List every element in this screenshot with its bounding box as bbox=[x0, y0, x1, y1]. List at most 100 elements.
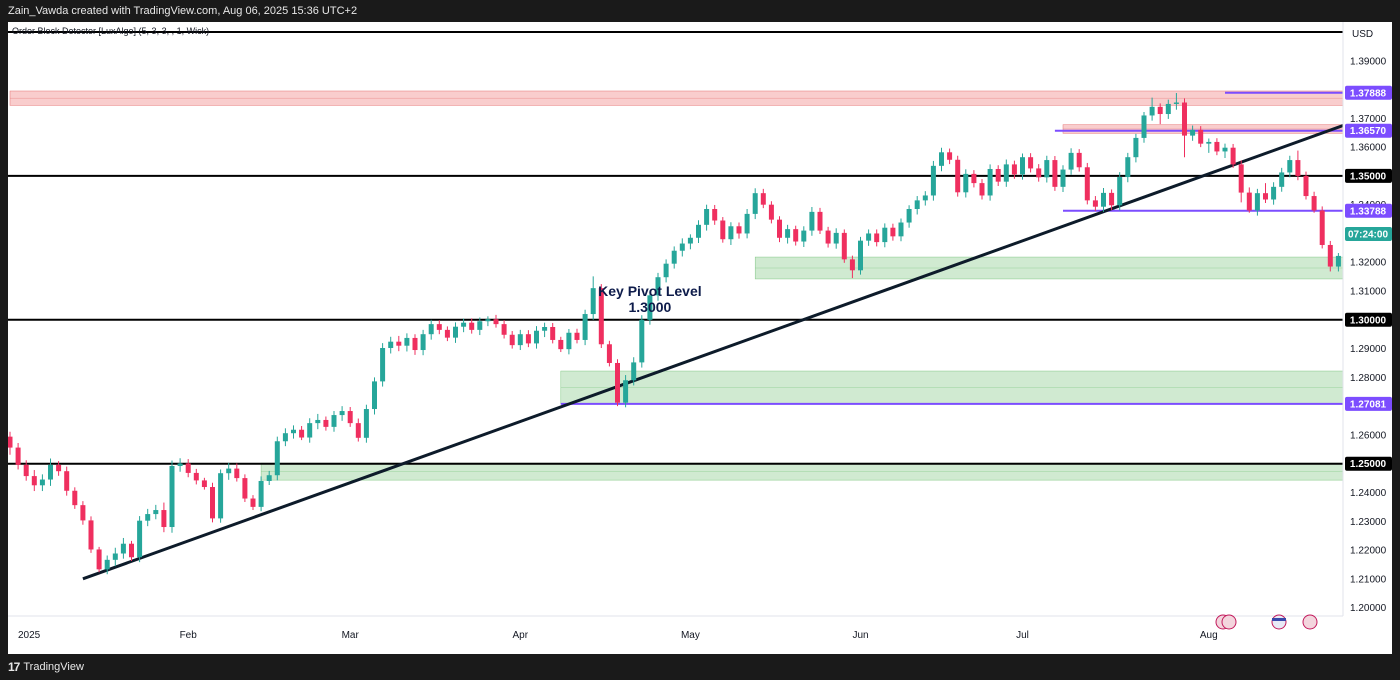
level-price-label: 1.25000 bbox=[1350, 459, 1387, 470]
candle bbox=[1190, 125, 1196, 141]
footer-bar: 17 TradingView bbox=[0, 654, 1400, 680]
tradingview-logo[interactable]: 17 TradingView bbox=[8, 654, 84, 680]
flag-icon[interactable] bbox=[1215, 614, 1237, 630]
candle bbox=[1076, 149, 1082, 172]
candle-body bbox=[777, 219, 782, 238]
candle bbox=[1214, 138, 1220, 156]
candle bbox=[291, 425, 296, 439]
candle-body bbox=[129, 543, 134, 558]
candle bbox=[687, 234, 693, 250]
candle-body bbox=[987, 168, 993, 196]
candle bbox=[825, 226, 831, 248]
candle-body bbox=[525, 334, 531, 344]
candle bbox=[210, 482, 215, 523]
candle bbox=[882, 223, 888, 248]
candle-body bbox=[64, 471, 70, 491]
candle-body bbox=[574, 332, 580, 340]
candle-body bbox=[250, 498, 256, 507]
candle-body bbox=[1149, 106, 1155, 116]
candle-body bbox=[1036, 168, 1042, 178]
flag-icon[interactable] bbox=[1271, 614, 1287, 630]
candle bbox=[849, 255, 855, 279]
candle bbox=[258, 476, 264, 512]
candle-body bbox=[1198, 129, 1204, 144]
candle-body bbox=[1157, 106, 1163, 115]
candle-body bbox=[922, 195, 928, 201]
candle-body bbox=[1011, 164, 1017, 175]
flag-icon[interactable] bbox=[1302, 614, 1318, 630]
x-tick-label: Apr bbox=[513, 630, 529, 641]
candle bbox=[1109, 189, 1115, 211]
candle bbox=[372, 377, 377, 415]
candle bbox=[461, 318, 467, 333]
candle bbox=[436, 320, 442, 335]
chart-area[interactable]: Key Pivot Level 1.3000 USD 1.39000 1.37000… bbox=[7, 22, 1392, 654]
candle bbox=[647, 290, 653, 325]
candle-body bbox=[655, 277, 661, 296]
candle-body bbox=[1190, 129, 1196, 136]
candle-body bbox=[120, 543, 126, 554]
candle bbox=[525, 330, 531, 348]
purple-price-label: 1.37888 bbox=[1350, 88, 1387, 99]
candle-body bbox=[542, 327, 548, 331]
candle bbox=[64, 466, 70, 496]
candle bbox=[874, 229, 880, 247]
candle bbox=[906, 205, 912, 228]
candle-body bbox=[598, 288, 604, 345]
candle-body bbox=[801, 230, 807, 242]
candle-body bbox=[461, 322, 467, 327]
candle-body bbox=[1206, 141, 1212, 144]
candle bbox=[1003, 159, 1009, 187]
candle-body bbox=[582, 314, 588, 340]
candle bbox=[777, 216, 782, 243]
candle-body bbox=[1117, 177, 1123, 206]
candle bbox=[1084, 162, 1090, 205]
candle bbox=[655, 272, 661, 301]
candle bbox=[598, 284, 604, 349]
candle bbox=[469, 318, 475, 334]
candle-body bbox=[420, 334, 426, 351]
candle-body bbox=[509, 334, 515, 346]
candle-body bbox=[1271, 186, 1277, 200]
candle bbox=[477, 317, 483, 336]
level-price-label-bg bbox=[1345, 312, 1392, 327]
candle-body bbox=[39, 479, 45, 486]
candle-body bbox=[453, 326, 458, 338]
candle bbox=[947, 148, 953, 165]
countdown-label-bg bbox=[1345, 227, 1392, 242]
candle-body bbox=[331, 415, 337, 427]
candle bbox=[120, 537, 126, 559]
candle bbox=[501, 320, 507, 339]
candle bbox=[161, 502, 167, 533]
y-tick-label: 1.22000 bbox=[1350, 546, 1387, 557]
candle bbox=[307, 418, 313, 443]
candle bbox=[922, 191, 928, 206]
candle-body bbox=[517, 334, 523, 346]
candle-body bbox=[444, 329, 450, 338]
candle bbox=[550, 322, 556, 344]
y-tick-label: 1.26000 bbox=[1350, 430, 1387, 441]
candle bbox=[817, 207, 823, 235]
candle-body bbox=[833, 232, 839, 244]
candle bbox=[347, 407, 353, 427]
candle bbox=[995, 165, 1001, 186]
candle-body bbox=[469, 322, 475, 330]
candle bbox=[955, 155, 961, 197]
candle-body bbox=[485, 319, 491, 322]
candle bbox=[1182, 98, 1187, 158]
candle-body bbox=[720, 220, 726, 240]
candle bbox=[1311, 191, 1317, 213]
candle bbox=[201, 477, 207, 490]
candle bbox=[453, 322, 458, 343]
candle-body bbox=[169, 466, 175, 528]
candle bbox=[793, 225, 799, 246]
candle-body bbox=[882, 227, 888, 243]
purple-price-label: 1.36570 bbox=[1350, 126, 1387, 137]
candle bbox=[185, 459, 191, 478]
candle-body bbox=[1295, 160, 1301, 176]
candle bbox=[1011, 160, 1017, 179]
candle-body bbox=[971, 173, 977, 184]
candle bbox=[1092, 196, 1098, 212]
candle-body bbox=[477, 321, 483, 330]
